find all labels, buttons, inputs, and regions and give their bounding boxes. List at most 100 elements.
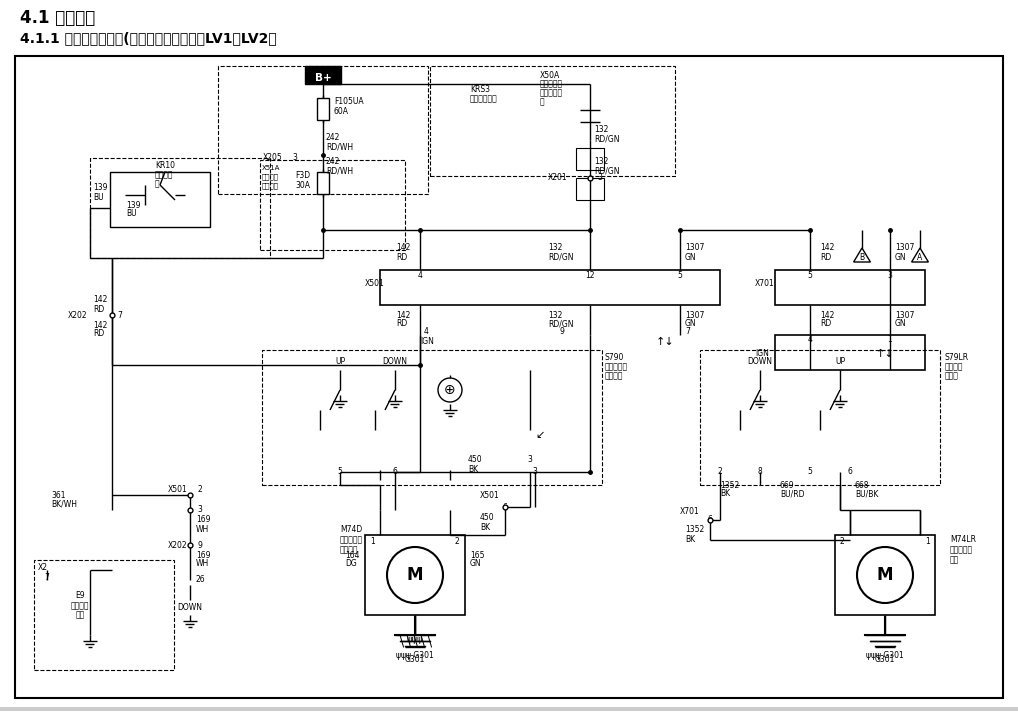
Text: M74D: M74D (340, 526, 362, 534)
Text: 132: 132 (548, 311, 562, 319)
Text: 5: 5 (338, 467, 342, 477)
Text: ψψψ: ψψψ (407, 635, 423, 645)
Text: 2: 2 (455, 537, 460, 547)
Text: X202: X202 (168, 541, 187, 549)
Text: RD: RD (821, 319, 832, 329)
Text: M: M (407, 566, 423, 584)
Text: GN: GN (895, 319, 907, 329)
Text: 1307: 1307 (685, 311, 704, 319)
Text: 1: 1 (370, 537, 375, 547)
Text: DG: DG (345, 559, 356, 568)
Text: RD/GN: RD/GN (593, 135, 620, 143)
Text: ψψψ G301: ψψψ G301 (866, 650, 904, 660)
Text: 6: 6 (848, 467, 852, 477)
Text: F105UA: F105UA (334, 97, 363, 107)
Text: X202: X202 (68, 311, 88, 319)
Bar (576, 178, 604, 200)
Text: RD: RD (93, 304, 104, 314)
Text: BK: BK (468, 464, 478, 474)
Text: X51A: X51A (262, 165, 280, 171)
Text: 26: 26 (195, 575, 205, 585)
Text: B+: B+ (315, 73, 332, 83)
Text: KRS3: KRS3 (470, 86, 490, 94)
Bar (305, 66, 341, 84)
Text: 12: 12 (585, 270, 595, 280)
Text: RD: RD (396, 319, 407, 329)
Text: X701: X701 (755, 280, 775, 288)
Text: 车窗继电: 车窗继电 (155, 170, 173, 180)
Text: M74LR: M74LR (950, 536, 976, 544)
Text: BK: BK (480, 523, 490, 531)
Text: 左后: 左后 (950, 555, 959, 565)
Text: 450: 450 (468, 456, 483, 464)
Text: 4: 4 (425, 327, 429, 337)
Text: 4.1 电动车窗: 4.1 电动车窗 (20, 9, 96, 27)
Text: 2: 2 (718, 467, 723, 477)
Text: 模块: 模块 (75, 611, 84, 619)
Bar (34, 560, 174, 670)
Text: ↙: ↙ (535, 430, 545, 440)
Text: 7: 7 (685, 327, 690, 337)
Text: UP: UP (835, 358, 845, 366)
Text: 165: 165 (470, 551, 485, 559)
Text: 669: 669 (780, 480, 795, 490)
Text: 6: 6 (393, 467, 397, 477)
Text: RD/WH: RD/WH (326, 143, 353, 151)
Text: GN: GN (470, 559, 482, 568)
Text: 6: 6 (503, 503, 507, 511)
Text: 142: 142 (93, 321, 107, 329)
Text: 5: 5 (678, 270, 682, 280)
Text: BK: BK (685, 536, 695, 544)
Text: 驻车灯继电器: 驻车灯继电器 (470, 94, 498, 104)
Text: X50A: X50A (540, 71, 560, 79)
Text: IGN: IGN (420, 337, 434, 347)
Text: 保险丝盒: 保险丝盒 (262, 174, 279, 180)
Text: 车窗电机－: 车窗电机－ (340, 536, 363, 544)
Text: 1307: 1307 (895, 311, 914, 319)
Text: 4: 4 (417, 270, 422, 280)
Text: WH: WH (196, 524, 210, 534)
Text: 3: 3 (197, 505, 203, 515)
Text: 132: 132 (548, 244, 562, 252)
Bar (260, 160, 405, 250)
Text: 2: 2 (840, 537, 845, 547)
Text: BK/WH: BK/WH (51, 500, 77, 508)
Text: 4: 4 (807, 335, 812, 345)
Text: UP: UP (335, 358, 345, 366)
Text: X701: X701 (680, 508, 699, 516)
Text: 169: 169 (196, 516, 211, 524)
Text: 142: 142 (396, 311, 410, 319)
Text: RD/GN: RD/GN (593, 167, 620, 175)
Text: 6: 6 (708, 516, 713, 524)
Text: 前装员侧: 前装员侧 (340, 546, 358, 554)
Text: GN: GN (895, 252, 907, 262)
Bar (365, 535, 465, 615)
Text: 器: 器 (155, 180, 160, 188)
Text: WH: WH (196, 559, 210, 568)
Text: 车身控制: 车身控制 (70, 601, 90, 611)
Bar (700, 350, 940, 485)
Text: RD/GN: RD/GN (548, 319, 573, 329)
Text: RD: RD (93, 329, 104, 338)
Text: GN: GN (685, 319, 696, 329)
Text: 车窗开关: 车窗开关 (945, 363, 963, 371)
Text: RD/WH: RD/WH (326, 167, 353, 175)
Text: 142: 142 (821, 244, 835, 252)
Bar (218, 66, 428, 194)
Text: 142: 142 (93, 296, 107, 304)
Text: ↑↓: ↑↓ (875, 349, 895, 359)
Text: 1352: 1352 (685, 526, 704, 534)
Text: X205: X205 (263, 154, 283, 162)
Text: 保险丝盒－: 保险丝盒－ (540, 79, 563, 89)
Text: X501: X501 (365, 280, 385, 288)
Text: 169: 169 (196, 551, 211, 559)
Text: X201: X201 (548, 174, 568, 182)
Text: 164: 164 (345, 551, 359, 559)
Text: 3: 3 (598, 174, 603, 182)
Text: G301: G301 (874, 655, 895, 665)
Text: X501: X501 (480, 490, 500, 500)
Text: GN: GN (685, 252, 696, 262)
Text: 142: 142 (821, 311, 835, 319)
Text: 142: 142 (396, 244, 410, 252)
Text: 9: 9 (560, 327, 565, 337)
